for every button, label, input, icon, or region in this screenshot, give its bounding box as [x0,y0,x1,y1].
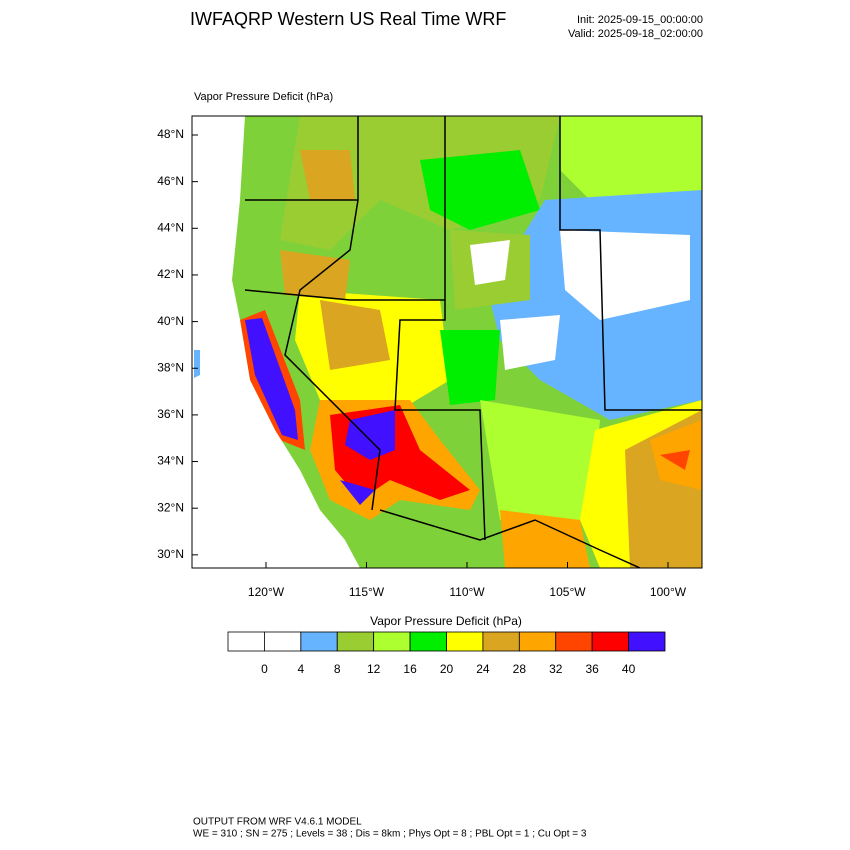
lat-label: 32°N [157,500,184,514]
colorbar-label: 0 [261,662,268,676]
lat-label: 46°N [157,174,184,188]
colorbar-label: 20 [440,662,454,676]
colorbar-box [628,631,666,652]
lon-label: 110°W [449,585,485,599]
colorbar-box [518,631,557,652]
lat-label: 42°N [157,267,184,281]
footer-line: WE = 310 ; SN = 275 ; Levels = 38 ; Dis … [193,829,587,840]
lat-label: 48°N [157,127,184,141]
map-axes: 48°N 46°N 44°N 42°N 40°N 38°N 36°N 34°N 32°N 30°N… [157,127,687,599]
colorbar: 0 4 8 12 16 20 24 28 32 36 40 [227,631,666,676]
init-time: Init: 2025-09-15_00:00:00 [577,14,703,26]
colorbar-box [482,631,520,652]
lon-label: 100°W [650,585,687,599]
lat-label: 44°N [157,220,184,234]
footer-line: OUTPUT FROM WRF V4.6.1 MODEL [193,817,362,828]
valid-time: Valid: 2025-09-18_02:00:00 [568,28,703,40]
map-field [192,116,702,568]
colorbar-label: 24 [476,662,490,676]
colorbar-label: 4 [297,662,304,676]
colorbar-label: 28 [513,662,527,676]
colorbar-box [409,631,447,652]
lat-label: 38°N [157,360,184,374]
colorbar-box [555,631,593,652]
colorbar-label: 8 [334,662,341,676]
map-frame [191,115,703,569]
colorbar-box [373,631,411,652]
colorbar-box [300,631,338,652]
colorbar-box [336,631,375,652]
lat-label: 40°N [157,314,184,328]
colorbar-label: 12 [367,662,381,676]
colorbar-box [591,631,629,652]
colorbar-label: 16 [403,662,417,676]
map-title: Vapor Pressure Deficit (hPa) [194,91,333,103]
lon-label: 120°W [248,585,285,599]
colorbar-box [227,631,265,652]
colorbar-label: 36 [585,662,599,676]
colorbar-box [264,631,302,652]
lon-label: 105°W [549,585,586,599]
colorbar-title: Vapor Pressure Deficit (hPa) [370,614,522,628]
lon-label: 115°W [349,585,385,599]
lat-label: 36°N [157,407,184,421]
colorbar-box [446,631,484,652]
title: IWFAQRP Western US Real Time WRF [190,9,506,29]
lat-label: 34°N [157,454,184,468]
lat-label: 30°N [157,547,184,561]
colorbar-label: 32 [549,662,563,676]
colorbar-label: 40 [622,662,636,676]
